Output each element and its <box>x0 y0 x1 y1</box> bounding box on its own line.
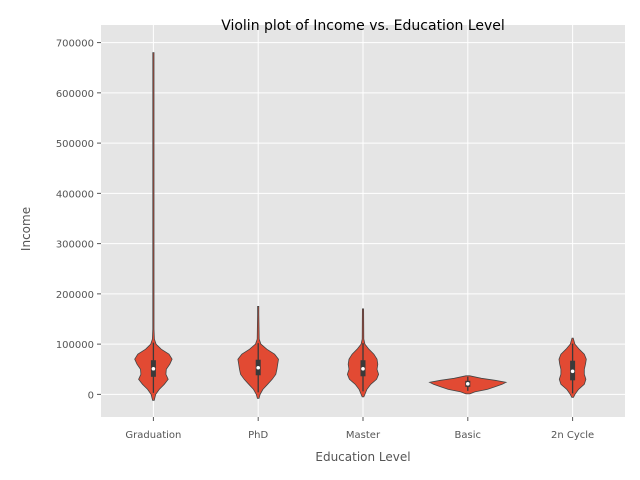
y-tick-label: 700000 <box>56 39 94 50</box>
violins <box>134 52 587 401</box>
chart-title: Violin plot of Income vs. Education Leve… <box>221 18 505 34</box>
y-tick-label: 600000 <box>56 89 94 100</box>
median-marker-master <box>361 366 365 371</box>
x-tick-label: PhD <box>248 430 268 441</box>
x-tick-label: 2n Cycle <box>551 430 594 441</box>
y-axis-ticks: 0 100000 200000 300000 400000 500000 600000 700… <box>56 39 101 401</box>
median-marker-basic <box>466 382 470 386</box>
x-tick-label: Master <box>346 430 381 441</box>
y-tick-label: 0 <box>88 390 94 401</box>
x-axis-label: Education Level <box>315 450 410 464</box>
median-marker-2n-cycle <box>570 369 575 374</box>
x-tick-label: Graduation <box>125 430 181 441</box>
y-tick-label: 400000 <box>56 189 94 200</box>
y-tick-label: 500000 <box>56 139 94 150</box>
y-tick-label: 100000 <box>56 340 94 351</box>
violin-graduation <box>134 52 173 401</box>
y-axis-label: Income <box>19 207 33 251</box>
gridlines <box>101 25 625 417</box>
y-tick-label: 200000 <box>56 290 94 301</box>
x-tick-label: Basic <box>455 430 481 441</box>
y-tick-label: 300000 <box>56 240 94 251</box>
median-marker-phd <box>256 365 261 370</box>
x-axis-ticks: Graduation PhD Master Basic 2n Cycle <box>125 417 594 441</box>
median-marker-graduation <box>151 366 156 371</box>
